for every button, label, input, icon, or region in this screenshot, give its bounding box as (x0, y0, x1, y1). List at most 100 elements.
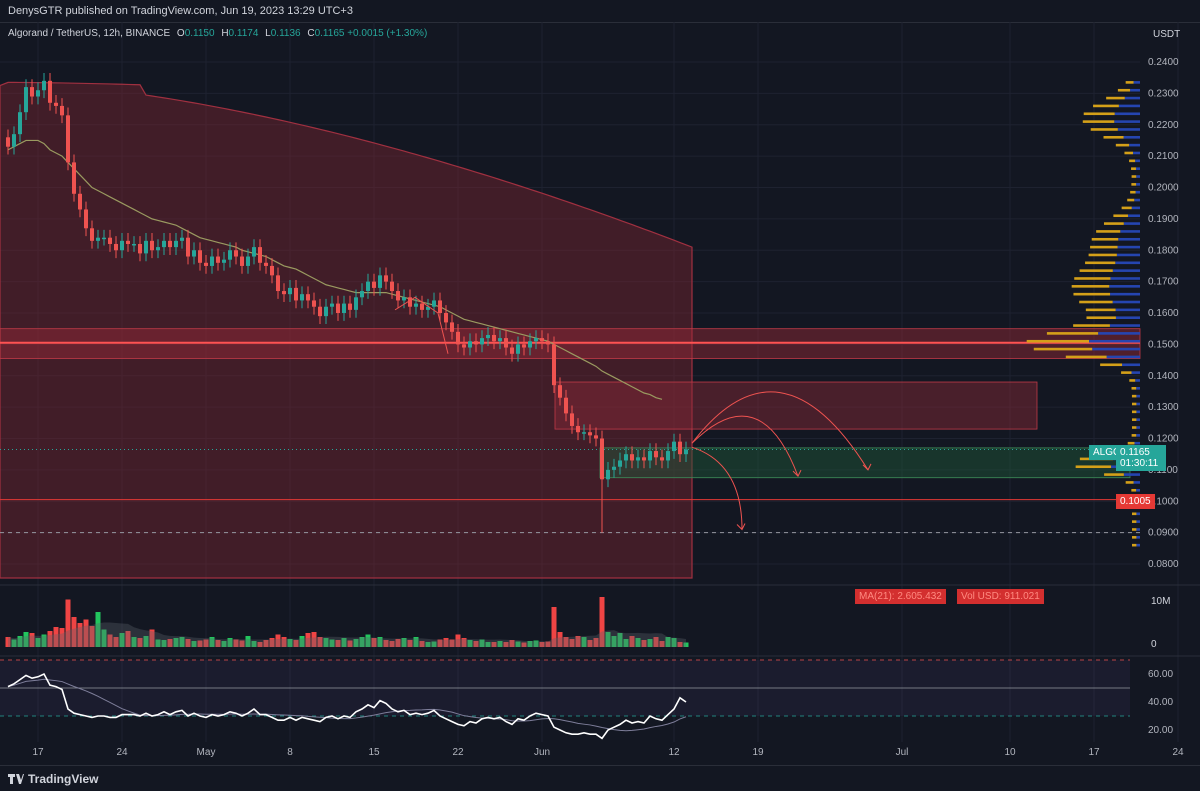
candle-body (498, 338, 502, 342)
profile-bar-buy (1122, 363, 1140, 367)
high-value: 0.1174 (228, 28, 259, 39)
volume-bar (305, 633, 311, 647)
volume-bar (323, 638, 329, 647)
volume-bar (71, 617, 77, 647)
profile-bar-buy (1098, 332, 1140, 335)
volume-bar (575, 636, 581, 647)
candle-body (198, 250, 202, 263)
profile-bar-sell (1131, 387, 1137, 390)
volume-bar (359, 637, 365, 647)
profile-bar-sell (1104, 473, 1124, 476)
profile-bar-sell (1071, 285, 1110, 288)
open-value: 0.1150 (184, 28, 215, 39)
candle-body (438, 300, 442, 313)
profile-bar-buy (1128, 214, 1140, 218)
change-value: +0.0015 (+1.30%) (347, 28, 428, 39)
candle-body (672, 441, 676, 452)
candle-body (450, 322, 454, 332)
volume-bar (665, 637, 671, 647)
symbol-legend: Algorand / TetherUS, 12h, BINANCE O0.115… (8, 28, 427, 39)
volume-bar (449, 639, 455, 647)
volume-bar (125, 631, 131, 647)
brand-name: TradingView (28, 772, 99, 786)
volume-bar (23, 632, 29, 647)
volume-bar (347, 640, 353, 647)
volume-bar (371, 638, 377, 647)
zone-demand (599, 447, 1131, 479)
volume-bar (617, 633, 623, 647)
volume-bar (683, 642, 689, 647)
volume-bar (539, 642, 545, 647)
profile-bar-sell (1131, 183, 1137, 186)
profile-bar-sell (1132, 520, 1137, 523)
price-tick-label: 0.0900 (1148, 528, 1179, 539)
volume-bar (527, 641, 533, 647)
candle-body (432, 300, 436, 307)
volume-bar (161, 640, 167, 647)
candle-body (228, 250, 232, 260)
volume-bar (335, 640, 341, 647)
profile-bar-sell (1124, 151, 1134, 155)
volume-bar (437, 639, 443, 647)
profile-bar-buy (1136, 520, 1140, 523)
profile-bar-buy (1109, 324, 1140, 327)
candle-body (30, 87, 34, 97)
profile-bar-buy (1114, 112, 1140, 116)
volume-bar (641, 640, 647, 647)
candle-body (468, 341, 472, 348)
candle-body (96, 237, 100, 241)
candle-body (504, 338, 508, 348)
volume-ma-area (8, 622, 686, 647)
volume-bar (29, 633, 35, 647)
profile-bar-sell (1033, 347, 1093, 351)
publish-header: DenysGTR published on TradingView.com, J… (0, 0, 1200, 23)
volume-bar (581, 637, 587, 647)
volume-bar (95, 612, 101, 647)
profile-bar-buy (1135, 379, 1140, 382)
price-tick-label: 0.1000 (1148, 496, 1179, 507)
time-tick-label: 10 (1004, 747, 1016, 758)
volume-bar (509, 640, 515, 647)
volume-bar (413, 637, 419, 647)
publish-info: DenysGTR published on TradingView.com, J… (8, 5, 353, 17)
volume-bar (329, 639, 335, 647)
projection-arrow-wide (691, 391, 869, 471)
volume-bar (383, 640, 389, 647)
volume-bar (653, 637, 659, 647)
volume-bar (365, 634, 371, 647)
candle-body (216, 256, 220, 263)
volume-bar (311, 632, 317, 647)
price-chart[interactable]: 0.2400 0.2300 0.2200 0.2100 0.2000 0.1900 0.18… (0, 22, 1200, 765)
candle-body (570, 413, 574, 426)
price-tick-label: 0.0800 (1148, 559, 1179, 570)
rsi-signal-line (7, 678, 687, 732)
profile-bar-sell (1131, 488, 1137, 492)
volume-bar (209, 637, 215, 647)
close-value: 0.1165 (314, 28, 345, 39)
candle-body (324, 306, 328, 317)
candle-body (42, 80, 46, 91)
time-tick-label: 17 (1088, 747, 1100, 758)
volume-bar (659, 641, 665, 647)
profile-bar-sell (1130, 190, 1136, 194)
price-tick-label: 0.1900 (1148, 214, 1179, 225)
volume-bar (455, 634, 461, 647)
profile-bar-sell (1127, 441, 1135, 445)
profile-bar-sell (1121, 206, 1132, 210)
candle-body (138, 243, 142, 254)
volume-ma-label: MA(21): 2.605.432 (855, 589, 946, 604)
profile-bar-buy (1117, 128, 1140, 131)
profile-bar-buy (1133, 151, 1140, 155)
volume-bar (341, 638, 347, 647)
close-label: C (307, 28, 315, 39)
volume-bar (107, 634, 113, 647)
candle-body (348, 303, 352, 310)
tradingview-logo[interactable]: TradingView (8, 772, 98, 786)
profile-bar-sell (1129, 379, 1136, 382)
profile-bar-buy (1130, 88, 1140, 92)
volume-bar (503, 642, 509, 647)
profile-bar-buy (1136, 543, 1140, 547)
volume-bar (647, 639, 653, 647)
volume-bar (623, 639, 629, 647)
profile-bar-sell (1125, 81, 1134, 84)
